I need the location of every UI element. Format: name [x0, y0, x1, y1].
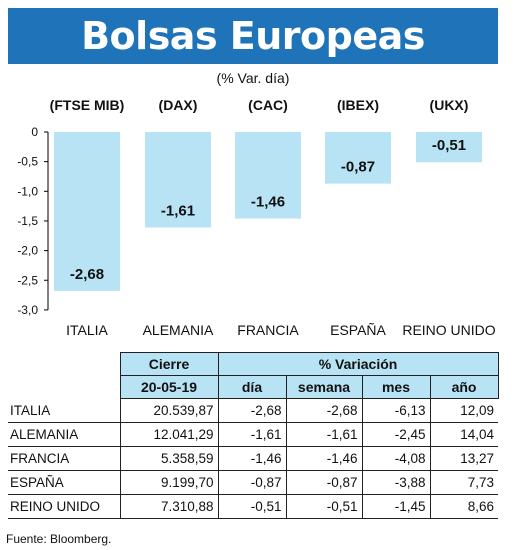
header-blank-2 — [8, 376, 120, 399]
cell-mes: -2,45 — [362, 422, 431, 447]
chart-subtitle: (% Var. día) — [216, 70, 290, 86]
y-tick-label: -0,5 — [17, 155, 38, 169]
cell-cierre: 12.041,29 — [120, 422, 219, 447]
cell-dia: -0,51 — [218, 494, 287, 519]
cell-semana: -0,51 — [286, 494, 363, 519]
cell-country: FRANCIA — [8, 446, 121, 471]
bar — [416, 132, 482, 163]
cell-anio: 12,09 — [430, 398, 499, 423]
table-row: ITALIA 20.539,87 -2,68 -2,68 -6,13 12,09 — [8, 398, 499, 423]
cell-mes: -3,88 — [362, 470, 431, 495]
cell-dia: -1,61 — [218, 422, 287, 447]
quotes-table: Cierre % Variación 20-05-19 día semana m… — [8, 352, 499, 519]
value-label: -1,61 — [161, 202, 195, 219]
source-note: Fuente: Bloomberg. — [6, 532, 112, 546]
x-tick-label: ESPAÑA — [330, 322, 386, 338]
cell-mes: -4,08 — [362, 446, 431, 471]
header-semana: semana — [285, 375, 363, 399]
x-tick-label: ITALIA — [66, 322, 108, 338]
bar-chart: 0 -0,5 -1,0 -1,5 -2,0 -2,5 -3,0 (FTSE MIB) (DAX)… — [17, 97, 495, 338]
cell-cierre: 9.199,70 — [120, 470, 219, 495]
cell-anio: 13,27 — [430, 446, 499, 471]
header-anio: año — [429, 375, 499, 399]
y-tick-label: 0 — [31, 125, 38, 139]
table-row: FRANCIA 5.358,59 -1,46 -1,46 -4,08 13,27 — [8, 446, 499, 471]
bar — [145, 132, 211, 228]
table-row: ALEMANIA 12.041,29 -1,61 -1,61 -2,45 14,… — [8, 422, 499, 447]
cell-cierre: 20.539,87 — [120, 398, 219, 423]
cell-mes: -1,45 — [362, 494, 431, 519]
value-label: -0,51 — [432, 137, 466, 154]
page-title: Bolsas Europeas — [81, 14, 425, 58]
index-label: (CAC) — [248, 97, 288, 113]
value-label: -2,68 — [70, 266, 104, 283]
y-tick-label: -3,0 — [17, 303, 38, 317]
x-tick-label: REINO UNIDO — [402, 322, 495, 338]
y-tick-label: -1,0 — [17, 184, 38, 198]
header-blank — [8, 353, 120, 376]
index-label: (DAX) — [159, 97, 198, 113]
x-tick-label: FRANCIA — [237, 322, 299, 338]
cell-dia: -2,68 — [218, 398, 287, 423]
index-label: (IBEX) — [337, 97, 379, 113]
cell-country: REINO UNIDO — [8, 494, 121, 519]
table-sub-header-row: 20-05-19 día semana mes año — [8, 375, 499, 399]
cell-mes: -6,13 — [362, 398, 431, 423]
bar — [54, 132, 120, 291]
table-group-header-row: Cierre % Variación — [8, 352, 499, 376]
table-row: ESPAÑA 9.199,70 -0,87 -0,87 -3,88 7,73 — [8, 470, 499, 495]
cell-semana: -1,61 — [286, 422, 363, 447]
cell-semana: -1,46 — [286, 446, 363, 471]
header-mes: mes — [361, 375, 431, 399]
y-tick-label: -1,5 — [17, 214, 38, 228]
value-label: -0,87 — [341, 159, 375, 176]
y-tick-label: -2,0 — [17, 244, 38, 258]
value-label: -1,46 — [251, 194, 285, 211]
cell-dia: -1,46 — [218, 446, 287, 471]
cell-anio: 7,73 — [430, 470, 499, 495]
y-tick-label: -2,5 — [17, 273, 38, 287]
quotes-table-wrap: Cierre % Variación 20-05-19 día semana m… — [8, 352, 499, 519]
cell-semana: -0,87 — [286, 470, 363, 495]
header-variacion: % Variación — [217, 352, 499, 376]
x-tick-label: ALEMANIA — [143, 322, 214, 338]
cell-country: ITALIA — [8, 398, 121, 423]
title-banner: Bolsas Europeas — [8, 8, 498, 64]
header-date: 20-05-19 — [119, 375, 219, 399]
header-dia: día — [217, 375, 287, 399]
table-row: REINO UNIDO 7.310,88 -0,51 -0,51 -1,45 8… — [8, 494, 499, 519]
bar — [235, 132, 301, 219]
index-label: (UKX) — [430, 97, 469, 113]
cell-country: ESPAÑA — [8, 470, 121, 495]
bar — [325, 132, 391, 184]
cell-anio: 14,04 — [430, 422, 499, 447]
cell-cierre: 7.310,88 — [120, 494, 219, 519]
cell-country: ALEMANIA — [8, 422, 121, 447]
cell-anio: 8,66 — [430, 494, 499, 519]
cell-semana: -2,68 — [286, 398, 363, 423]
header-cierre: Cierre — [119, 352, 219, 376]
index-label: (FTSE MIB) — [50, 97, 125, 113]
cell-dia: -0,87 — [218, 470, 287, 495]
cell-cierre: 5.358,59 — [120, 446, 219, 471]
